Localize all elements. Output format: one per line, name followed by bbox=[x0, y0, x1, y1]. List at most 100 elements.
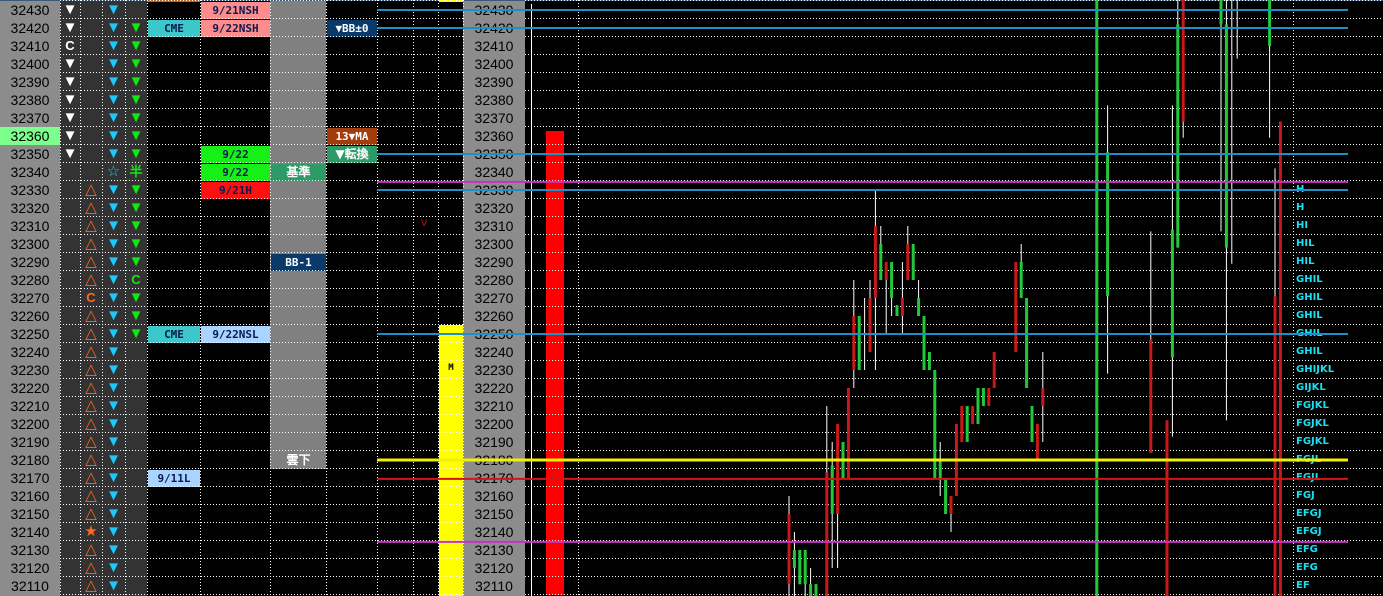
down-triangle-icon: ▼ bbox=[128, 235, 144, 252]
tpo-letters: FGJL bbox=[1296, 472, 1322, 483]
price-label[interactable]: 32390 bbox=[10, 74, 50, 90]
level-tag[interactable]: 9/22NSH bbox=[201, 20, 270, 37]
tpo-letters: EFGJ bbox=[1296, 508, 1322, 519]
candle-up bbox=[809, 584, 813, 596]
price-label[interactable]: 32160 bbox=[10, 488, 50, 504]
chart-price-label: 32340 bbox=[474, 164, 514, 180]
candle-up bbox=[938, 460, 942, 478]
chart-price-label: 32350 bbox=[474, 146, 514, 162]
down-triangle-icon: ▼ bbox=[106, 523, 121, 540]
down-triangle-icon: ▼ bbox=[106, 253, 121, 270]
price-label[interactable]: 32270 bbox=[10, 290, 50, 306]
price-label[interactable]: 32210 bbox=[10, 398, 50, 414]
up-triangle-icon: △ bbox=[85, 397, 97, 414]
price-label[interactable]: 32180 bbox=[10, 452, 50, 468]
price-label[interactable]: 32350 bbox=[10, 146, 50, 162]
price-label[interactable]: 32370 bbox=[10, 110, 50, 126]
price-label[interactable]: 32360 bbox=[0, 127, 60, 145]
price-label[interactable]: 32410 bbox=[10, 38, 50, 54]
down-triangle-icon: ▼ bbox=[106, 343, 121, 360]
price-label[interactable]: 32330 bbox=[10, 182, 50, 198]
level-tag[interactable]: CME bbox=[148, 326, 200, 343]
price-label[interactable]: 32420 bbox=[10, 20, 50, 36]
star-icon: ★ bbox=[84, 523, 98, 540]
level-tag[interactable]: 9/22 bbox=[201, 164, 270, 181]
down-triangle-icon: ▼ bbox=[106, 433, 121, 450]
price-label[interactable]: 32300 bbox=[10, 236, 50, 252]
price-label[interactable]: 32310 bbox=[10, 218, 50, 234]
price-label[interactable]: 32320 bbox=[10, 200, 50, 216]
down-triangle-icon: ▼ bbox=[62, 1, 78, 18]
down-triangle-icon: ▼ bbox=[128, 181, 144, 198]
up-triangle-icon: △ bbox=[85, 361, 97, 378]
down-triangle-icon: ▼ bbox=[106, 505, 121, 522]
price-label[interactable]: 32170 bbox=[10, 470, 50, 486]
level-tag[interactable]: BB-1 bbox=[271, 254, 326, 271]
price-label[interactable]: 32280 bbox=[10, 272, 50, 288]
chart-price-label: 32370 bbox=[474, 110, 514, 126]
price-label[interactable]: 32380 bbox=[10, 92, 50, 108]
chart-price-label: 32320 bbox=[474, 200, 514, 216]
level-tag[interactable]: 13▼MA bbox=[327, 128, 377, 145]
price-label[interactable]: 32130 bbox=[10, 542, 50, 558]
level-tag[interactable]: 雲下 bbox=[271, 452, 326, 469]
level-tag[interactable]: 9/22NSL bbox=[201, 326, 270, 343]
candle-up bbox=[927, 352, 931, 370]
price-label[interactable]: 32150 bbox=[10, 506, 50, 522]
down-triangle-icon: ▼ bbox=[62, 73, 78, 90]
price-label[interactable]: 32190 bbox=[10, 434, 50, 450]
tpo-letters: HIL bbox=[1296, 238, 1315, 249]
up-triangle-icon: △ bbox=[85, 469, 97, 486]
candle-down bbox=[1273, 296, 1277, 596]
price-label[interactable]: 32340 bbox=[10, 164, 50, 180]
price-label[interactable]: 32430 bbox=[10, 2, 50, 18]
tpo-letters: EFG bbox=[1296, 562, 1318, 573]
tpo-letters: H bbox=[1296, 184, 1305, 195]
price-column bbox=[0, 0, 60, 596]
price-label[interactable]: 32240 bbox=[10, 344, 50, 360]
level-tag[interactable]: 9/11L bbox=[148, 470, 200, 487]
up-triangle-icon: △ bbox=[85, 253, 97, 270]
chart-price-label: 32390 bbox=[474, 74, 514, 90]
down-triangle-icon: ▼ bbox=[106, 469, 121, 486]
level-tag[interactable]: CME bbox=[148, 20, 200, 37]
candle-down bbox=[949, 496, 953, 514]
level-tag[interactable]: 9/21NSH bbox=[201, 2, 270, 19]
down-triangle-icon: ▼ bbox=[106, 451, 121, 468]
chart-price-label: 32360 bbox=[474, 128, 514, 144]
price-label[interactable]: 32110 bbox=[11, 578, 49, 594]
candle-down bbox=[1041, 388, 1045, 406]
level-tag[interactable]: ▼BB±0 bbox=[327, 20, 377, 37]
level-tag[interactable]: ▼転換 bbox=[327, 146, 377, 163]
candle-down bbox=[1278, 121, 1282, 596]
tpo-letters: FGJKL bbox=[1296, 436, 1329, 447]
candle-up bbox=[917, 298, 921, 316]
signal-text: 半 bbox=[129, 164, 143, 179]
level-tag[interactable]: 基準 bbox=[271, 164, 326, 181]
level-tag[interactable]: 9/21H bbox=[201, 182, 270, 199]
red-volume-bar bbox=[546, 131, 564, 595]
price-label[interactable]: 32260 bbox=[10, 308, 50, 324]
up-triangle-icon: △ bbox=[85, 577, 97, 594]
up-triangle-icon: △ bbox=[85, 343, 97, 360]
price-label[interactable]: 32220 bbox=[10, 380, 50, 396]
price-label[interactable]: 32290 bbox=[10, 254, 50, 270]
down-triangle-icon: ▼ bbox=[106, 271, 121, 288]
up-triangle-icon: △ bbox=[85, 505, 97, 522]
down-triangle-icon: ▼ bbox=[62, 145, 78, 162]
candle-down bbox=[1149, 339, 1153, 453]
star-outline-icon: ☆ bbox=[106, 163, 121, 180]
price-label[interactable]: 32200 bbox=[10, 416, 50, 432]
price-label[interactable]: 32250 bbox=[10, 326, 50, 342]
chart-price-label: 32110 bbox=[475, 578, 513, 594]
price-label[interactable]: 32120 bbox=[10, 560, 50, 576]
up-triangle-icon: △ bbox=[85, 433, 97, 450]
down-triangle-icon: ▼ bbox=[62, 109, 78, 126]
level-tag[interactable]: 9/22 bbox=[201, 146, 270, 163]
down-triangle-icon: ▼ bbox=[128, 199, 144, 216]
price-label[interactable]: 32400 bbox=[10, 56, 50, 72]
chart-price-label: 32210 bbox=[474, 398, 514, 414]
price-label[interactable]: 32230 bbox=[10, 362, 50, 378]
price-label[interactable]: 32140 bbox=[10, 524, 50, 540]
candle-up bbox=[1019, 262, 1023, 298]
